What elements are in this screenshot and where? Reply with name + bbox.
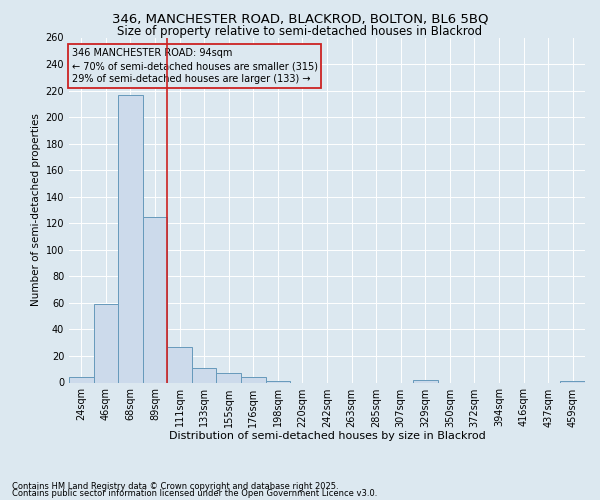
- Bar: [266, 381, 290, 382]
- X-axis label: Distribution of semi-detached houses by size in Blackrod: Distribution of semi-detached houses by …: [169, 431, 485, 441]
- Bar: [192, 368, 217, 382]
- Text: 346, MANCHESTER ROAD, BLACKROD, BOLTON, BL6 5BQ: 346, MANCHESTER ROAD, BLACKROD, BOLTON, …: [112, 12, 488, 26]
- Bar: [413, 380, 437, 382]
- Bar: [241, 377, 266, 382]
- Bar: [560, 381, 585, 382]
- Text: Contains HM Land Registry data © Crown copyright and database right 2025.: Contains HM Land Registry data © Crown c…: [12, 482, 338, 491]
- Bar: [94, 304, 118, 382]
- Bar: [167, 346, 192, 382]
- Y-axis label: Number of semi-detached properties: Number of semi-detached properties: [31, 114, 41, 306]
- Text: Size of property relative to semi-detached houses in Blackrod: Size of property relative to semi-detach…: [118, 25, 482, 38]
- Text: Contains public sector information licensed under the Open Government Licence v3: Contains public sector information licen…: [12, 489, 377, 498]
- Bar: [69, 377, 94, 382]
- Bar: [118, 94, 143, 383]
- Text: 346 MANCHESTER ROAD: 94sqm
← 70% of semi-detached houses are smaller (315)
29% o: 346 MANCHESTER ROAD: 94sqm ← 70% of semi…: [71, 48, 317, 84]
- Bar: [217, 373, 241, 382]
- Bar: [143, 216, 167, 382]
